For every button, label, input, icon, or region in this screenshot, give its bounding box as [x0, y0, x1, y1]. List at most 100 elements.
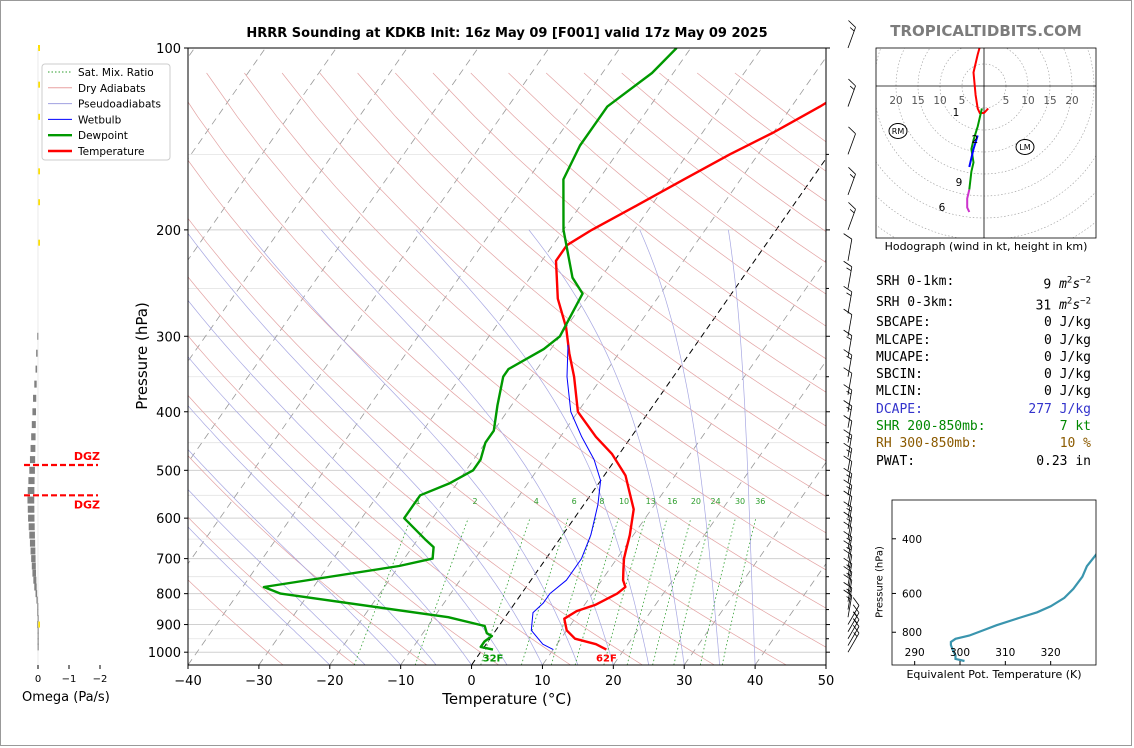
omega-bar [30, 444, 36, 452]
dry-adiabat [508, 72, 826, 327]
x-tick-label: −40 [174, 674, 201, 689]
stat-unit: m2s−2 [1059, 296, 1091, 313]
barb-shaft [847, 373, 853, 395]
pseudoadiabat [320, 229, 614, 665]
mixing-ratio-label: 36 [755, 497, 765, 506]
barb-flag [848, 167, 856, 175]
isotherm [188, 48, 479, 464]
stat-label: RH 300-850mb: [876, 436, 978, 452]
isotherm [613, 360, 826, 665]
stat-row: SRH 0-1km: 9 m2s−2 [876, 273, 1091, 294]
hodo-ring-label: 15 [911, 95, 924, 107]
mixing-ratio-label: 20 [691, 497, 701, 506]
wind-barb [847, 78, 856, 107]
barb-flag [843, 384, 853, 391]
temperature-line [554, 101, 826, 651]
barb-flag [852, 618, 860, 627]
isotherm [188, 48, 621, 665]
pseudoadiabat [245, 229, 579, 665]
barb-half-flag [849, 27, 855, 32]
barb-flag [843, 531, 853, 538]
dry-adiabat [432, 72, 826, 393]
wind-barb [843, 400, 853, 428]
isotherm [258, 48, 692, 665]
x-tick-label: −30 [245, 674, 272, 689]
wind-barb [847, 126, 856, 155]
storm-motion-label: RM [892, 127, 905, 136]
hodo-ring-label: 20 [889, 95, 902, 107]
stat-label: SHR 200-850mb: [876, 419, 986, 435]
omega-tick-label: 0 [35, 674, 41, 685]
wind-barb [843, 415, 853, 443]
dry-adiabat [188, 394, 499, 665]
mixing-ratio-label: 1 [416, 497, 421, 506]
mixing-ratio-line [603, 518, 646, 665]
omega-bar [34, 380, 37, 388]
mixing-ratio-label: 16 [667, 497, 677, 506]
stat-value: 10 % [1059, 436, 1091, 452]
omega-bar [29, 466, 35, 474]
hodo-ring-label: 5 [959, 95, 966, 107]
mixing-ratio-label: 10 [619, 497, 629, 506]
barb-flag [843, 566, 853, 573]
dry-adiabat [621, 72, 826, 233]
stat-value: 31 [1035, 297, 1052, 313]
wind-barb [847, 597, 860, 625]
mixing-ratio-label: 4 [534, 497, 539, 506]
legend-entry: Sat. Mix. Ratio [78, 67, 154, 79]
y-tick-label: 400 [156, 406, 181, 421]
theta-y-tick-label: 400 [902, 534, 922, 546]
wind-barb [843, 589, 853, 618]
barb-flag [843, 367, 853, 374]
omega-bar [31, 421, 36, 429]
barb-flag [852, 624, 860, 634]
stat-row: RH 300-850mb: 10 % [876, 435, 1091, 452]
hodo-ring [876, 221, 1096, 238]
barb-half-flag [846, 336, 852, 340]
omega-bar [27, 496, 35, 504]
mixing-ratio-line [480, 518, 531, 665]
omega-bar-positive [38, 168, 40, 175]
barb-shaft [847, 554, 853, 577]
hodo-ring [876, 191, 1096, 238]
isotherm [188, 48, 337, 261]
omega-bar [32, 408, 37, 416]
barb-flag [843, 490, 853, 497]
barb-half-flag [853, 632, 858, 637]
theta-x-axis-label: Equivalent Pot. Temperature (K) [906, 668, 1082, 681]
hodo-ring-label: 10 [933, 95, 946, 107]
barb-half-flag [846, 537, 852, 542]
mixing-ratio-label: 8 [599, 497, 604, 506]
stat-label: PWAT: [876, 453, 916, 469]
barb-shaft [847, 527, 853, 550]
barb-flag [843, 233, 853, 240]
barb-flag [843, 455, 853, 462]
stat-value: 0 J/kg [1044, 367, 1091, 383]
barb-flag [852, 597, 860, 606]
stat-label: SBCAPE: [876, 315, 931, 331]
dry-adiabat [583, 72, 826, 264]
hodograph-frame [875, 47, 1097, 239]
barb-half-flag [846, 406, 852, 411]
dry-adiabat [188, 217, 715, 665]
stat-row: SBCIN: 0 J/kg [876, 366, 1091, 383]
stat-row: DCAPE: 277 J/kg [876, 401, 1091, 418]
wind-barb [843, 349, 853, 377]
barb-flag [848, 126, 856, 135]
dry-adiabat [470, 72, 826, 360]
wind-barb [843, 367, 853, 395]
theta-x-tick-label: 290 [905, 647, 925, 659]
omega-bar [27, 505, 35, 513]
dgz-label: DGZ [74, 498, 100, 511]
stat-value: 0 J/kg [1044, 349, 1091, 365]
isotherm [188, 48, 266, 160]
dry-adiabat [188, 335, 571, 665]
barb-flag [843, 329, 853, 336]
barb-half-flag [846, 292, 852, 297]
theta-x-tick-label: 310 [995, 647, 1015, 659]
omega-tick-label: −2 [93, 674, 108, 685]
omega-bar-positive [38, 199, 40, 206]
theta-e-frame [891, 499, 1097, 666]
barb-half-flag [846, 435, 852, 440]
stat-row: MLCIN: 0 J/kg [876, 383, 1091, 400]
